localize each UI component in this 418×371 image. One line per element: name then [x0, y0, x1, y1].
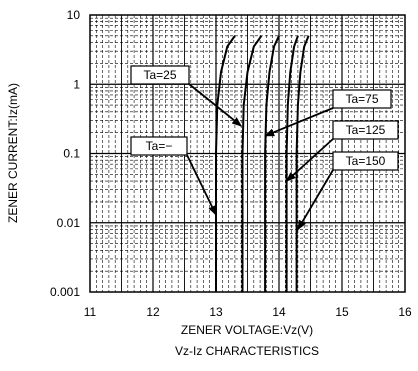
y-tick-label: 0.1 [63, 147, 80, 161]
x-tick-label: 11 [84, 305, 97, 319]
grid-layer [90, 15, 405, 292]
series-line [215, 35, 236, 292]
annotation-label: Ta=150 [346, 154, 386, 168]
annotation-arrow [186, 154, 217, 216]
annotation-label: Ta=75 [345, 92, 378, 106]
annotation-box [130, 65, 190, 85]
tick-label-layer: 11 12 13 14 15 16 10 1 0.1 0.01 0.001 [50, 8, 412, 319]
x-tick-label: 12 [146, 305, 160, 319]
annotation-box [332, 89, 392, 109]
x-tick-label: 14 [272, 305, 286, 319]
annotation-box [332, 120, 399, 140]
annotation-arrow [297, 169, 334, 231]
x-tick-label: 13 [209, 305, 223, 319]
annotation-label: Ta=− [146, 139, 173, 153]
annotation-arrow [188, 83, 242, 127]
x-tick-label: 15 [335, 305, 349, 319]
x-axis-title: ZENER VOLTAGE:Vz(V) [181, 323, 313, 337]
y-tick-label: 1 [73, 77, 80, 91]
series-layer [215, 35, 310, 292]
plot-frame [89, 14, 406, 293]
series-line [285, 35, 299, 292]
series-line [295, 35, 310, 292]
y-tick-label: 0.01 [57, 216, 81, 230]
series-line [264, 35, 280, 292]
y-axis-title: ZENER CURRENT:Iz(mA) [6, 83, 20, 223]
x-tick-label: 16 [398, 305, 412, 319]
annotation-layer: Ta=25 Ta=75 Ta=125 Ta=150 Ta=− [130, 65, 399, 231]
series-line [241, 35, 263, 292]
y-tick-label: 10 [67, 8, 81, 22]
annotation-label: Ta=125 [346, 123, 386, 137]
annotation-label: Ta=25 [143, 68, 176, 82]
y-tick-label: 0.001 [50, 285, 80, 299]
annotation-box [332, 151, 399, 171]
annotation-arrow [264, 107, 334, 137]
annotation-arrow [285, 138, 334, 182]
chart-subtitle: Vz-Iz CHARACTERISTICS [175, 344, 319, 358]
annotation-box [130, 136, 188, 156]
